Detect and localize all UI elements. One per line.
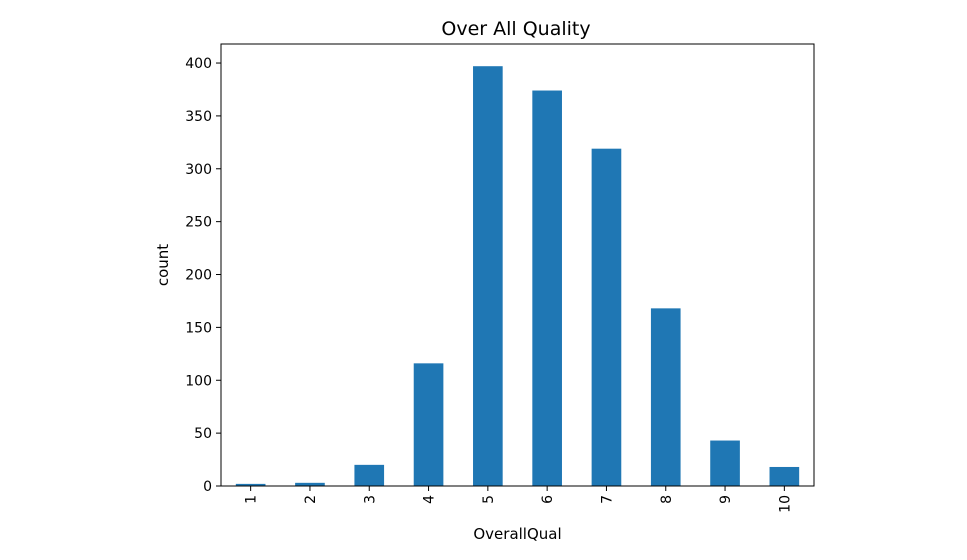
x-tick-label-5: 5: [481, 495, 497, 504]
y-axis-label: count: [154, 244, 172, 286]
y-tick-label-400: 400: [185, 56, 212, 72]
bar-7: [591, 148, 622, 486]
bar-4: [413, 363, 444, 486]
bar-1: [235, 483, 266, 486]
y-tick-label-100: 100: [185, 373, 212, 389]
x-tick-label-10: 10: [777, 495, 793, 513]
bars-group: [235, 66, 800, 487]
bar-5: [473, 66, 503, 486]
y-tick-label-300: 300: [185, 162, 212, 178]
bar-3: [354, 464, 385, 486]
x-axis: 1 2 3 4 5 6 7 8 9 10: [244, 486, 793, 513]
bar-2: [295, 482, 325, 486]
y-tick-label-150: 150: [185, 320, 212, 336]
x-tick-label-8: 8: [659, 495, 675, 504]
bar-8: [650, 308, 681, 486]
bar-10: [769, 466, 800, 486]
y-axis: 0 50 100 150 200 250 300 350 400: [185, 56, 221, 495]
x-axis-label: OverallQual: [473, 525, 561, 543]
y-tick-label-200: 200: [185, 268, 212, 284]
y-tick-label-0: 0: [203, 479, 212, 495]
bar-6: [532, 90, 562, 487]
x-tick-label-4: 4: [422, 495, 438, 504]
x-tick-label-9: 9: [718, 495, 734, 504]
x-tick-label-7: 7: [599, 495, 615, 504]
x-tick-label-3: 3: [362, 495, 378, 504]
y-tick-label-50: 50: [194, 426, 212, 442]
x-tick-label-1: 1: [244, 495, 260, 504]
chart-title: Over All Quality: [441, 18, 590, 40]
y-tick-label-250: 250: [185, 215, 212, 231]
bar-9: [710, 440, 740, 486]
x-tick-label-6: 6: [540, 495, 556, 504]
plot-frame: [220, 43, 815, 487]
y-tick-label-350: 350: [185, 109, 212, 125]
x-tick-label-2: 2: [303, 495, 319, 504]
